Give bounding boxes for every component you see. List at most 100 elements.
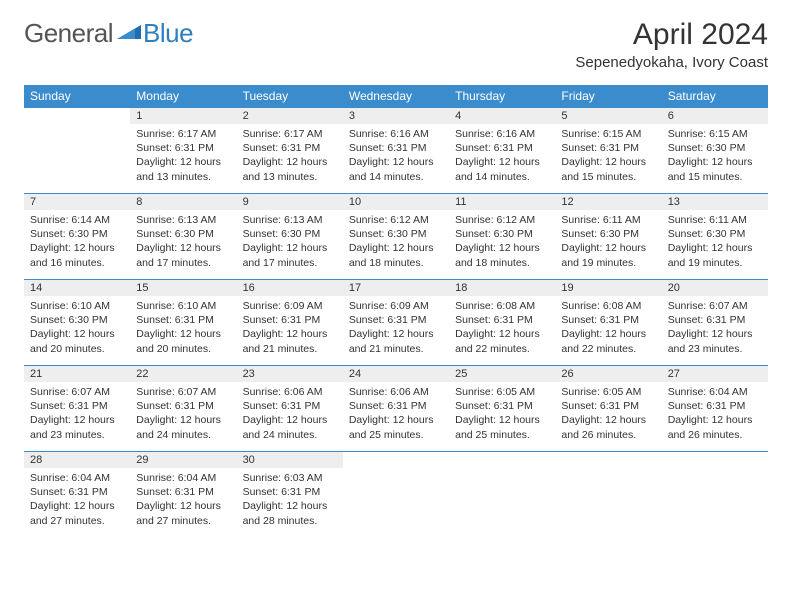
daylight-text: Daylight: 12 hours and 15 minutes. [561, 155, 655, 183]
sunrise-text: Sunrise: 6:15 AM [668, 127, 762, 141]
calendar-day-cell: 27Sunrise: 6:04 AMSunset: 6:31 PMDayligh… [662, 365, 768, 451]
header: General Blue April 2024 Sepenedyokaha, I… [0, 0, 792, 77]
day-number: 6 [662, 107, 768, 124]
day-content: Sunrise: 6:09 AMSunset: 6:31 PMDaylight:… [343, 296, 449, 362]
daylight-text: Daylight: 12 hours and 25 minutes. [455, 413, 549, 441]
sunrise-text: Sunrise: 6:11 AM [561, 213, 655, 227]
sunrise-text: Sunrise: 6:06 AM [349, 385, 443, 399]
sunrise-text: Sunrise: 6:17 AM [243, 127, 337, 141]
location: Sepenedyokaha, Ivory Coast [575, 54, 768, 71]
day-number [24, 107, 130, 124]
day-number: 30 [237, 451, 343, 468]
sunrise-text: Sunrise: 6:09 AM [243, 299, 337, 313]
calendar-day-cell: 4Sunrise: 6:16 AMSunset: 6:31 PMDaylight… [449, 107, 555, 193]
calendar-day-cell: 24Sunrise: 6:06 AMSunset: 6:31 PMDayligh… [343, 365, 449, 451]
day-header: Friday [555, 85, 661, 107]
day-number: 5 [555, 107, 661, 124]
logo-text-general: General [24, 18, 113, 49]
calendar-week-row: 1Sunrise: 6:17 AMSunset: 6:31 PMDaylight… [24, 107, 768, 193]
day-content: Sunrise: 6:16 AMSunset: 6:31 PMDaylight:… [449, 124, 555, 190]
daylight-text: Daylight: 12 hours and 14 minutes. [349, 155, 443, 183]
day-number: 29 [130, 451, 236, 468]
day-header: Saturday [662, 85, 768, 107]
day-number: 22 [130, 365, 236, 382]
day-number: 14 [24, 279, 130, 296]
month-title: April 2024 [575, 18, 768, 52]
day-number: 27 [662, 365, 768, 382]
calendar-day-cell: 13Sunrise: 6:11 AMSunset: 6:30 PMDayligh… [662, 193, 768, 279]
day-number: 8 [130, 193, 236, 210]
sunrise-text: Sunrise: 6:13 AM [243, 213, 337, 227]
daylight-text: Daylight: 12 hours and 18 minutes. [349, 241, 443, 269]
daylight-text: Daylight: 12 hours and 18 minutes. [455, 241, 549, 269]
title-block: April 2024 Sepenedyokaha, Ivory Coast [575, 18, 768, 71]
daylight-text: Daylight: 12 hours and 15 minutes. [668, 155, 762, 183]
sunrise-text: Sunrise: 6:03 AM [243, 471, 337, 485]
calendar-day-cell: 2Sunrise: 6:17 AMSunset: 6:31 PMDaylight… [237, 107, 343, 193]
sunrise-text: Sunrise: 6:17 AM [136, 127, 230, 141]
sunrise-text: Sunrise: 6:07 AM [136, 385, 230, 399]
sunset-text: Sunset: 6:31 PM [349, 399, 443, 413]
calendar-day-cell: 19Sunrise: 6:08 AMSunset: 6:31 PMDayligh… [555, 279, 661, 365]
day-content: Sunrise: 6:07 AMSunset: 6:31 PMDaylight:… [662, 296, 768, 362]
sunset-text: Sunset: 6:30 PM [30, 227, 124, 241]
daylight-text: Daylight: 12 hours and 13 minutes. [243, 155, 337, 183]
daylight-text: Daylight: 12 hours and 22 minutes. [561, 327, 655, 355]
day-content: Sunrise: 6:08 AMSunset: 6:31 PMDaylight:… [449, 296, 555, 362]
sunset-text: Sunset: 6:31 PM [136, 313, 230, 327]
calendar-week-row: 14Sunrise: 6:10 AMSunset: 6:30 PMDayligh… [24, 279, 768, 365]
daylight-text: Daylight: 12 hours and 13 minutes. [136, 155, 230, 183]
sunset-text: Sunset: 6:31 PM [455, 399, 549, 413]
day-header: Tuesday [237, 85, 343, 107]
day-number: 24 [343, 365, 449, 382]
sunset-text: Sunset: 6:31 PM [668, 399, 762, 413]
daylight-text: Daylight: 12 hours and 26 minutes. [668, 413, 762, 441]
daylight-text: Daylight: 12 hours and 16 minutes. [30, 241, 124, 269]
calendar-day-cell [662, 451, 768, 537]
sunrise-text: Sunrise: 6:12 AM [455, 213, 549, 227]
daylight-text: Daylight: 12 hours and 19 minutes. [668, 241, 762, 269]
calendar-day-cell: 21Sunrise: 6:07 AMSunset: 6:31 PMDayligh… [24, 365, 130, 451]
day-number [449, 451, 555, 468]
sunset-text: Sunset: 6:31 PM [455, 141, 549, 155]
day-number: 13 [662, 193, 768, 210]
daylight-text: Daylight: 12 hours and 26 minutes. [561, 413, 655, 441]
day-content: Sunrise: 6:08 AMSunset: 6:31 PMDaylight:… [555, 296, 661, 362]
daylight-text: Daylight: 12 hours and 24 minutes. [136, 413, 230, 441]
daylight-text: Daylight: 12 hours and 14 minutes. [455, 155, 549, 183]
sunrise-text: Sunrise: 6:08 AM [455, 299, 549, 313]
sunset-text: Sunset: 6:31 PM [136, 485, 230, 499]
day-content: Sunrise: 6:07 AMSunset: 6:31 PMDaylight:… [130, 382, 236, 448]
sunrise-text: Sunrise: 6:05 AM [455, 385, 549, 399]
calendar-week-row: 21Sunrise: 6:07 AMSunset: 6:31 PMDayligh… [24, 365, 768, 451]
sunset-text: Sunset: 6:30 PM [30, 313, 124, 327]
sunset-text: Sunset: 6:31 PM [243, 313, 337, 327]
calendar-day-cell: 17Sunrise: 6:09 AMSunset: 6:31 PMDayligh… [343, 279, 449, 365]
sunset-text: Sunset: 6:31 PM [30, 399, 124, 413]
calendar-day-cell: 12Sunrise: 6:11 AMSunset: 6:30 PMDayligh… [555, 193, 661, 279]
daylight-text: Daylight: 12 hours and 23 minutes. [668, 327, 762, 355]
day-content: Sunrise: 6:04 AMSunset: 6:31 PMDaylight:… [662, 382, 768, 448]
day-content: Sunrise: 6:05 AMSunset: 6:31 PMDaylight:… [449, 382, 555, 448]
sunset-text: Sunset: 6:30 PM [243, 227, 337, 241]
sunset-text: Sunset: 6:30 PM [349, 227, 443, 241]
calendar-day-cell: 7Sunrise: 6:14 AMSunset: 6:30 PMDaylight… [24, 193, 130, 279]
daylight-text: Daylight: 12 hours and 24 minutes. [243, 413, 337, 441]
sunset-text: Sunset: 6:31 PM [30, 485, 124, 499]
calendar-week-row: 28Sunrise: 6:04 AMSunset: 6:31 PMDayligh… [24, 451, 768, 537]
day-number: 21 [24, 365, 130, 382]
calendar-day-cell: 23Sunrise: 6:06 AMSunset: 6:31 PMDayligh… [237, 365, 343, 451]
sunset-text: Sunset: 6:31 PM [561, 313, 655, 327]
daylight-text: Daylight: 12 hours and 20 minutes. [30, 327, 124, 355]
sunrise-text: Sunrise: 6:10 AM [30, 299, 124, 313]
sunrise-text: Sunrise: 6:16 AM [455, 127, 549, 141]
sunrise-text: Sunrise: 6:07 AM [30, 385, 124, 399]
sunset-text: Sunset: 6:30 PM [561, 227, 655, 241]
day-header: Wednesday [343, 85, 449, 107]
sunset-text: Sunset: 6:31 PM [243, 399, 337, 413]
day-number: 2 [237, 107, 343, 124]
calendar-day-cell: 6Sunrise: 6:15 AMSunset: 6:30 PMDaylight… [662, 107, 768, 193]
calendar-day-cell [555, 451, 661, 537]
day-content: Sunrise: 6:12 AMSunset: 6:30 PMDaylight:… [343, 210, 449, 276]
sunrise-text: Sunrise: 6:16 AM [349, 127, 443, 141]
